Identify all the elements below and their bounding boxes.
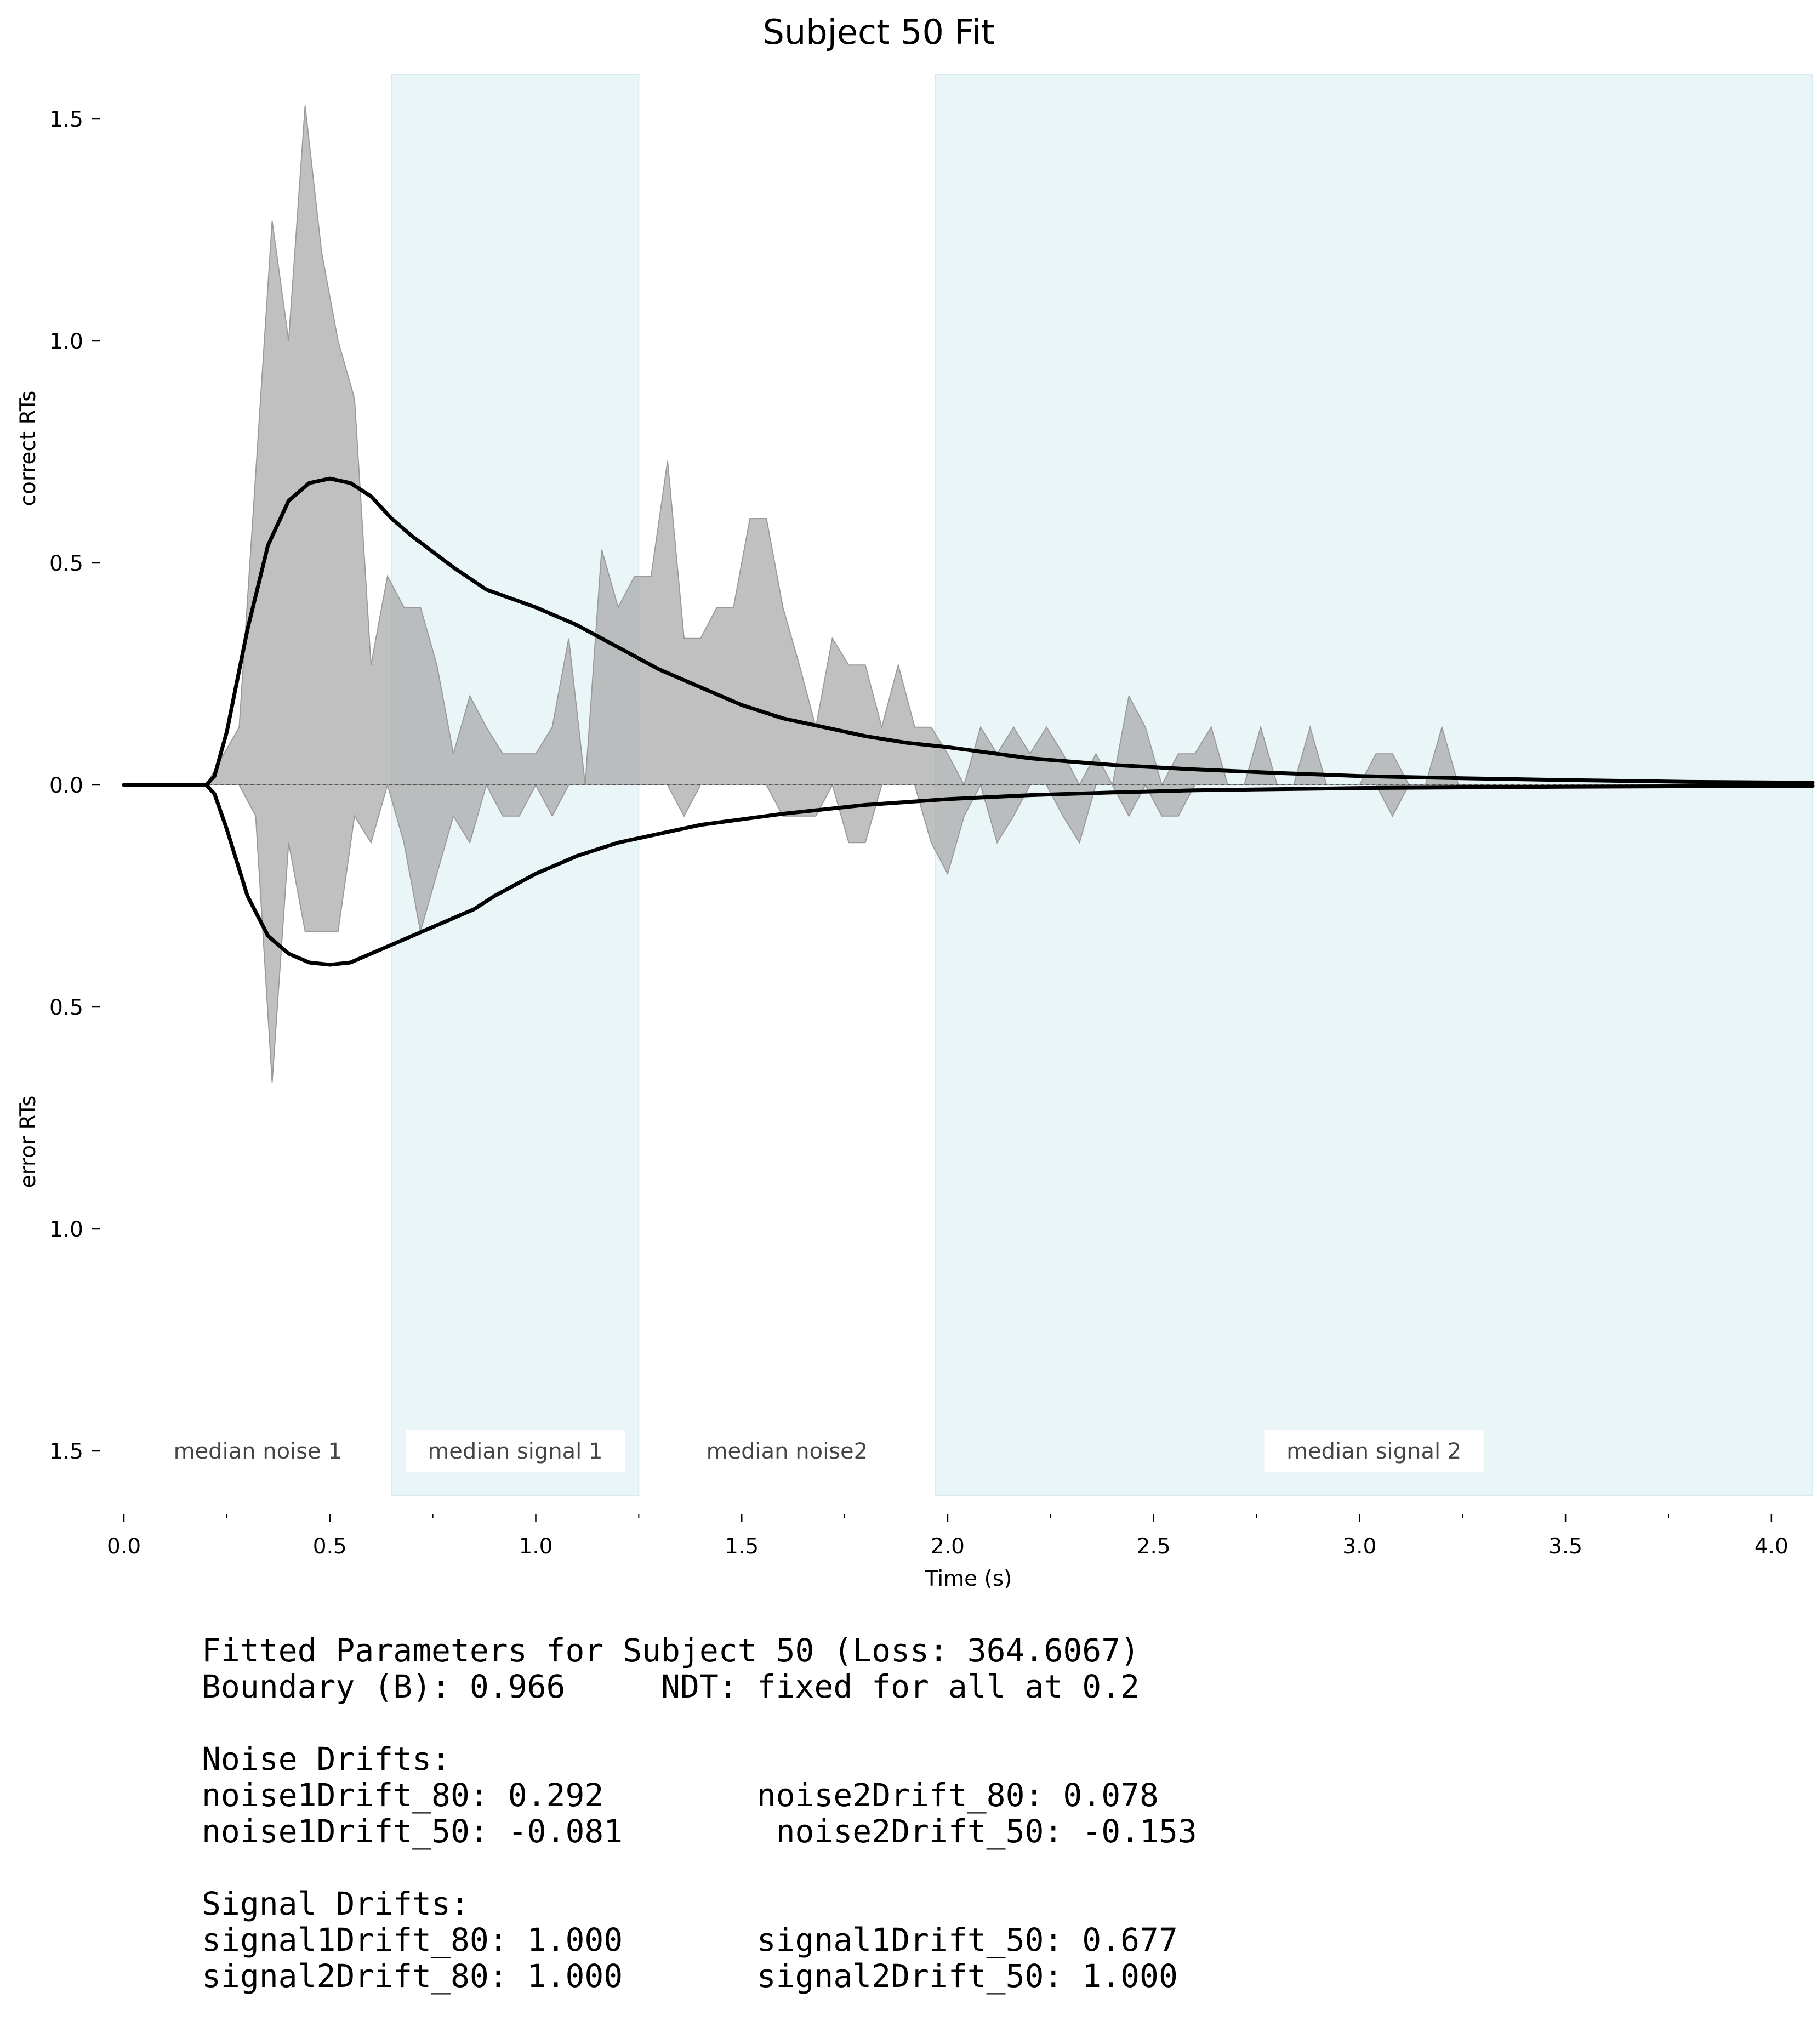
model-curve-layer [122,476,1815,967]
y-tick-label-3: 0.0 [49,773,83,798]
rt-distribution-chart: Subject 50 Fit 0.0 0.5 1.0 1.5 2.0 2.5 3.0 3.5 4… [16,12,1815,1591]
parameter-line: Noise Drifts: [202,1740,451,1778]
region-label-layer: median noise 1 median signal 1 median nois… [174,1430,1484,1472]
parameter-line: Fitted Parameters for Subject 50 (Loss: … [202,1632,1140,1669]
region-label-box-3 [1264,1430,1484,1472]
x-tick-label-4: 2.0 [931,1534,965,1559]
parameter-line [202,1705,1197,1741]
y-axis-label-correct: correct RTs [16,391,41,506]
axes-layer: 0.0 0.5 1.0 1.5 2.0 2.5 3.0 3.5 4.0 1.5 1.0 0.5 0.0 0… [49,107,1788,1559]
model-correct-curve [122,476,1815,787]
y-tick-label-2: 0.5 [49,551,83,576]
x-tick-label-5: 2.5 [1137,1534,1171,1559]
x-tick-label-6: 3.0 [1342,1534,1376,1559]
parameter-line: Boundary (B): 0.966 NDT: fixed for all a… [202,1668,1140,1705]
y-tick-label-6: 1.5 [49,1439,83,1464]
region-label-3: median signal 2 [1286,1439,1461,1464]
y-tick-label-5: 1.0 [49,1217,83,1242]
parameter-line: noise1Drift_50: -0.081 noise2Drift_50: -… [202,1813,1197,1850]
x-tick-label-7: 3.5 [1548,1534,1582,1559]
y-axis-label-error: error RTs [16,1096,41,1188]
parameter-line: Signal Drifts: [202,1885,470,1922]
region-label-0: median noise 1 [174,1439,342,1464]
parameter-line: signal2Drift_80: 1.000 signal2Drift_50: … [202,1957,1178,1995]
y-tick-label-1: 1.0 [49,329,83,354]
region-label-1: median signal 1 [428,1439,602,1464]
x-tick-label-3: 1.5 [725,1534,759,1559]
parameter-line: signal1Drift_80: 1.000 signal1Drift_50: … [202,1921,1178,1958]
y-tick-label-0: 1.5 [49,107,83,132]
y-tick-label-4: 0.5 [49,995,83,1020]
fitted-parameters-text: Fitted Parameters for Subject 50 (Loss: … [202,1632,1197,1994]
parameter-line [202,1849,1197,1886]
x-tick-label-8: 4.0 [1755,1534,1788,1559]
region-label-2: median noise2 [707,1439,868,1464]
chart-title: Subject 50 Fit [763,12,995,52]
x-axis-label: Time (s) [925,1567,1012,1591]
model-error-curve [122,783,1815,967]
histogram-layer [124,105,1813,1083]
x-tick-label-0: 0.0 [107,1534,141,1559]
x-tick-label-2: 1.0 [519,1534,552,1559]
parameter-line: noise1Drift_80: 0.292 noise2Drift_80: 0.… [202,1777,1159,1814]
region-label-box-1 [405,1430,625,1472]
x-tick-label-1: 0.5 [313,1534,347,1559]
